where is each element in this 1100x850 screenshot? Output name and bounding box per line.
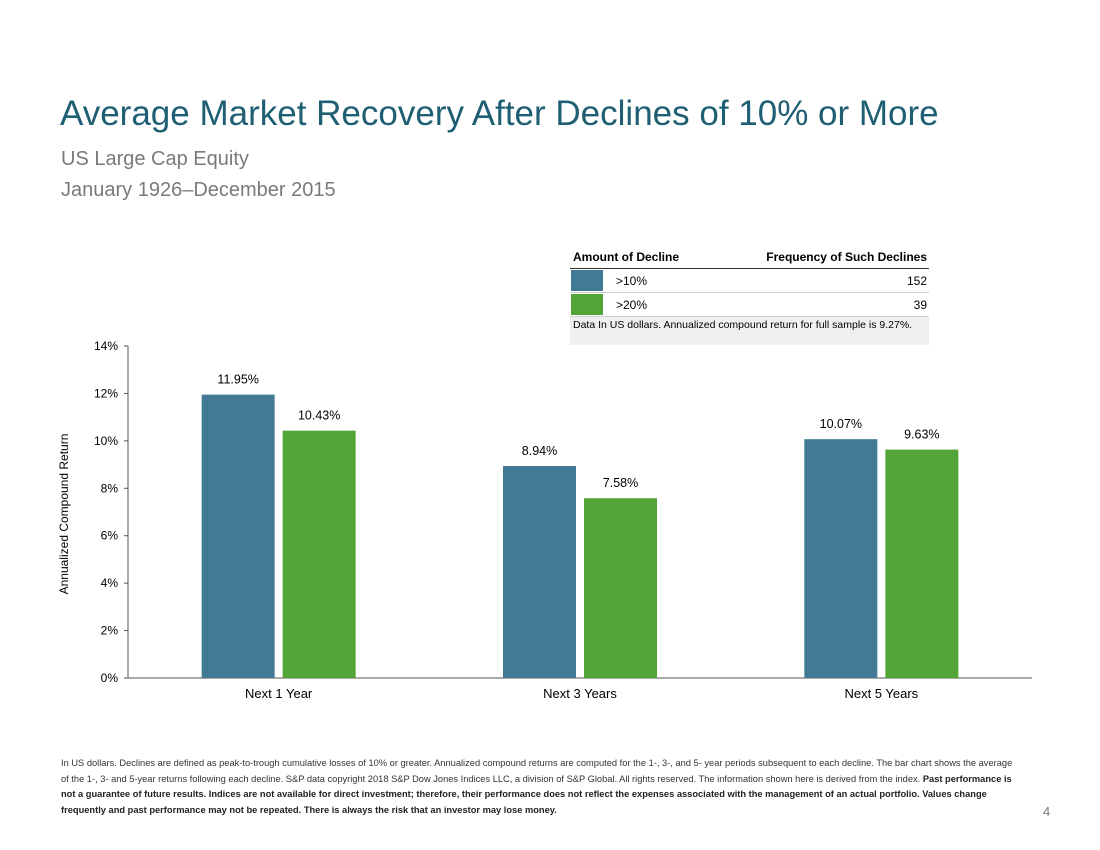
y-tick-label: 10% [94,434,118,448]
y-tick-label: 4% [101,576,119,590]
bar-data-label: 11.95% [217,373,258,387]
bar [282,430,356,678]
page-subtitle: US Large Cap Equity [61,148,249,170]
legend-table: Amount of Decline Frequency of Such Decl… [570,248,929,345]
bar-data-label: 8.94% [522,444,557,458]
page-number: 4 [1043,804,1051,819]
bar-data-label: 10.43% [298,409,340,423]
legend-count-20: 39 [913,298,927,312]
y-tick-label: 14% [94,339,118,353]
bar [503,465,576,678]
legend-swatch-10 [571,270,603,291]
y-tick-label: 2% [101,624,119,638]
bar-data-label: 9.63% [904,428,939,442]
legend-note: Data In US dollars. Annualized compound … [570,317,929,345]
legend-table-header: Amount of Decline Frequency of Such Decl… [570,248,929,269]
bar-data-label: 7.58% [603,476,638,490]
y-tick-label: 8% [101,481,119,495]
page-title: Average Market Recovery After Declines o… [60,94,939,133]
y-tick-label: 0% [101,671,119,685]
legend-header-frequency: Frequency of Such Declines [766,250,927,264]
legend-swatch-20 [571,294,603,315]
legend-header-amount: Amount of Decline [573,250,680,264]
x-category-label: Next 3 Years [543,686,617,701]
legend-row-10: >10% 152 [570,269,929,293]
bar [584,498,657,678]
y-tick-label: 12% [94,386,118,400]
y-tick-label: 6% [101,529,119,543]
legend-count-10: 152 [906,274,927,288]
date-range-subtitle: January 1926–December 2015 [61,179,336,201]
footnote-regular: In US dollars. Declines are defined as p… [61,758,1013,784]
x-category-label: Next 5 Years [844,686,918,701]
footnote-disclaimer: Past performance is not a guarantee of f… [61,773,1012,815]
legend-row-20: >20% 39 [570,293,929,317]
bar [201,394,275,678]
bar [885,449,959,678]
bar-data-label: 10.07% [820,417,862,431]
legend-label-10: >10% [616,274,648,288]
footnote: In US dollars. Declines are defined as p… [61,756,1016,818]
legend-label-20: >20% [616,298,648,312]
bar [804,439,878,678]
y-axis-label: Annualized Compound Return [57,434,71,595]
x-category-label: Next 1 Year [245,686,313,701]
